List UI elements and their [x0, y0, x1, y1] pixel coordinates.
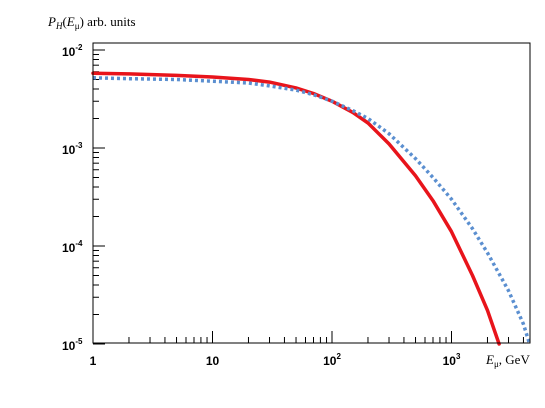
y-axis-title-close-paren: ) — [80, 14, 88, 29]
x-tick-base: 10 — [323, 354, 337, 368]
x-tick-base: 1 — [90, 354, 97, 368]
y-tick-exponent: -3 — [75, 141, 83, 150]
y-axis-title-arg-sub: μ — [75, 21, 80, 31]
x-tick-label: 102 — [323, 352, 341, 368]
x-tick-exponent: 2 — [336, 352, 341, 361]
x-axis-title-symbol: E — [485, 352, 494, 367]
y-axis-title: PH(Eμ) arb. units — [47, 14, 136, 31]
x-axis-title-units: , GeV — [499, 352, 531, 367]
y-axis-title-symbol-sub: H — [55, 21, 63, 31]
y-axis-title-arg: E — [66, 14, 75, 29]
y-tick-label: 10-4 — [62, 239, 83, 255]
major-ticks — [92, 49, 452, 345]
y-tick-label: 10-3 — [62, 141, 83, 157]
x-tick-exponent: 3 — [456, 352, 461, 361]
y-tick-exponent: -5 — [75, 337, 83, 346]
y-tick-base: 10 — [62, 143, 76, 157]
y-tick-base: 10 — [62, 339, 76, 353]
x-axis-title: Eμ, GeV — [485, 352, 530, 369]
y-tick-label: 10-2 — [62, 43, 83, 59]
x-tick-label: 10 — [206, 354, 220, 368]
x-tick-label: 1 — [90, 354, 97, 368]
y-tick-base: 10 — [62, 45, 76, 59]
x-tick-label: 103 — [443, 352, 461, 368]
y-axis-title-units: arb. units — [87, 14, 135, 29]
series-layer — [91, 71, 532, 346]
y-axis-title-symbol: P — [47, 14, 56, 29]
y-tick-exponent: -4 — [75, 239, 83, 248]
x-tick-base: 10 — [443, 354, 457, 368]
y-tick-base: 10 — [62, 241, 76, 255]
plot-frame — [92, 42, 531, 344]
series-line-dotted — [92, 76, 532, 345]
x-axis-title-symbol-sub: μ — [494, 359, 499, 369]
minor-ticks — [93, 53, 524, 343]
x-tick-base: 10 — [206, 354, 220, 368]
y-axis-title-open-paren: ( — [62, 14, 66, 29]
y-tick-label: 10-5 — [62, 337, 83, 353]
series-line-solid — [91, 71, 501, 346]
y-tick-exponent: -2 — [75, 43, 83, 52]
